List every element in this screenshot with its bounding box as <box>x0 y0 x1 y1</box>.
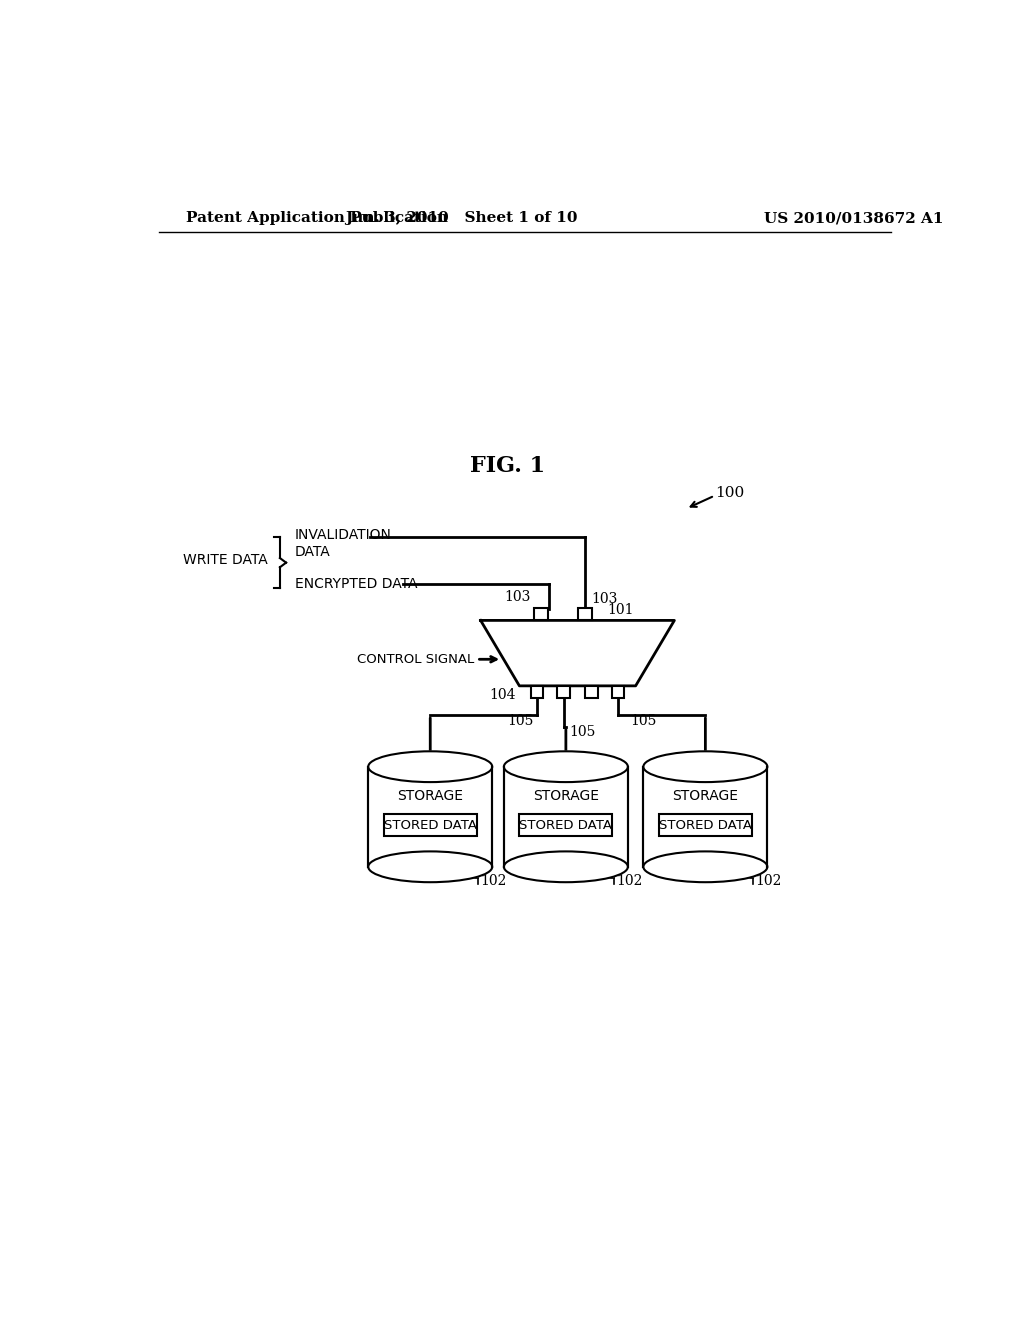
Text: 103: 103 <box>504 590 530 605</box>
Text: WRITE DATA: WRITE DATA <box>182 553 267 568</box>
Bar <box>384 814 477 836</box>
Text: Jun. 3, 2010   Sheet 1 of 10: Jun. 3, 2010 Sheet 1 of 10 <box>345 211 578 226</box>
Text: 103: 103 <box>592 591 617 606</box>
Text: 105: 105 <box>508 714 535 727</box>
Text: STORAGE: STORAGE <box>673 789 738 803</box>
Bar <box>369 767 493 867</box>
Text: 102: 102 <box>616 874 643 887</box>
Text: US 2010/0138672 A1: US 2010/0138672 A1 <box>764 211 943 226</box>
Bar <box>519 814 612 836</box>
Bar <box>586 686 598 698</box>
Ellipse shape <box>504 851 628 882</box>
Text: STORAGE: STORAGE <box>532 789 599 803</box>
Bar <box>504 767 628 867</box>
Text: FIG. 1: FIG. 1 <box>470 455 546 478</box>
Bar <box>535 609 548 620</box>
Ellipse shape <box>369 851 493 882</box>
Text: STORED DATA: STORED DATA <box>384 818 477 832</box>
Text: STORAGE: STORAGE <box>397 789 463 803</box>
Text: ENCRYPTED DATA: ENCRYPTED DATA <box>295 577 417 591</box>
Text: 105: 105 <box>630 714 656 727</box>
Text: 104: 104 <box>489 688 515 702</box>
Text: INVALIDATION
DATA: INVALIDATION DATA <box>295 528 391 560</box>
Text: 102: 102 <box>480 874 507 887</box>
Bar <box>643 767 767 867</box>
Bar <box>611 686 624 698</box>
Ellipse shape <box>643 851 767 882</box>
Text: STORED DATA: STORED DATA <box>658 818 752 832</box>
Bar <box>557 686 569 698</box>
Text: 101: 101 <box>607 603 634 616</box>
Ellipse shape <box>369 751 493 781</box>
Bar <box>658 814 752 836</box>
Text: 100: 100 <box>716 486 744 500</box>
Ellipse shape <box>643 751 767 781</box>
Text: 105: 105 <box>569 725 596 739</box>
Bar <box>531 686 544 698</box>
Text: Patent Application Publication: Patent Application Publication <box>186 211 449 226</box>
Text: CONTROL SIGNAL: CONTROL SIGNAL <box>357 653 474 665</box>
Bar <box>579 609 592 620</box>
Ellipse shape <box>504 751 628 781</box>
Text: 102: 102 <box>756 874 782 887</box>
Text: STORED DATA: STORED DATA <box>519 818 612 832</box>
Polygon shape <box>480 620 675 686</box>
